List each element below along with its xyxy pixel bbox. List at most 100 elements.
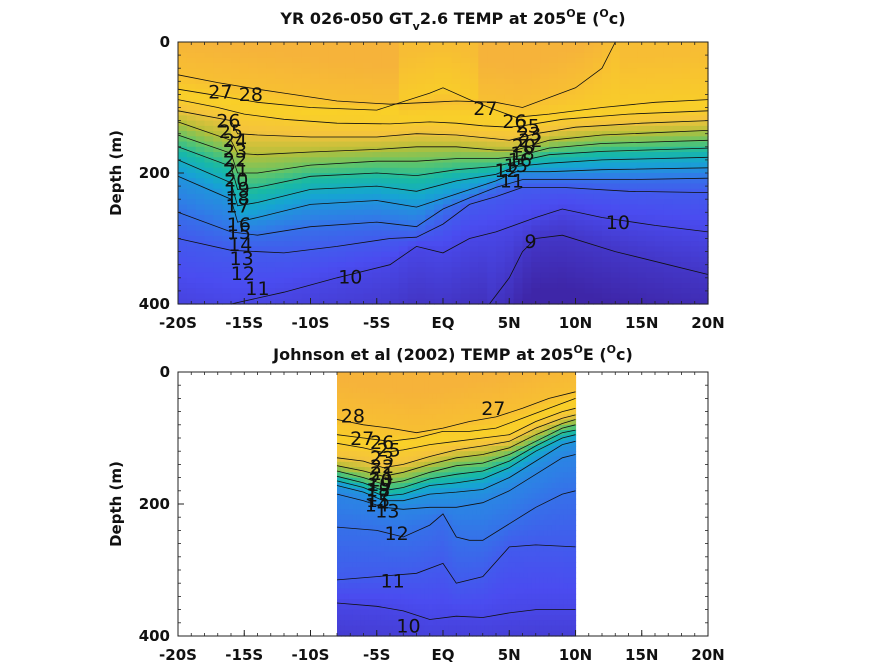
field-cell [178, 62, 188, 69]
field-cell [655, 167, 665, 174]
field-cell [425, 104, 435, 111]
field-cell [239, 183, 250, 190]
field-cell [363, 283, 373, 289]
field-cell [257, 220, 267, 226]
field-cell [319, 52, 329, 59]
field-cell [275, 199, 285, 206]
field-cell [444, 525, 449, 531]
field-cell [444, 424, 449, 431]
field-cell [646, 199, 656, 206]
field-cell [448, 477, 453, 484]
field-cell [699, 199, 709, 206]
field-cell [248, 272, 259, 279]
field-cell [372, 162, 382, 169]
field-cell [504, 272, 515, 279]
field-cell [448, 403, 453, 410]
field-cell [354, 83, 365, 90]
field-cell [400, 488, 406, 495]
field-cell [354, 256, 365, 263]
field-cell [540, 272, 550, 279]
field-cell [699, 78, 709, 85]
field-cell [388, 440, 394, 447]
field-cell [257, 262, 267, 268]
field-cell [464, 398, 469, 405]
field-cell [231, 89, 241, 95]
field-cell [452, 562, 457, 568]
field-cell [345, 83, 356, 90]
field-cell [460, 630, 465, 637]
field-cell [340, 498, 346, 505]
field-cell [372, 583, 378, 590]
field-cell [337, 540, 342, 547]
field-cell [672, 62, 683, 69]
field-cell [372, 272, 382, 279]
field-cell [348, 408, 354, 415]
field-cell [628, 42, 638, 48]
field-cell [231, 68, 241, 75]
field-cell [344, 377, 350, 384]
field-cell [452, 451, 457, 458]
field-cell [364, 604, 370, 611]
field-cell [436, 567, 441, 574]
field-cell [663, 173, 674, 179]
field-cell [428, 461, 434, 468]
field-cell [388, 493, 394, 500]
field-cell [504, 57, 515, 64]
field-cell [360, 562, 366, 568]
field-cell [584, 178, 594, 185]
field-cell [368, 393, 374, 399]
field-cell [337, 99, 347, 106]
field-cell [301, 52, 312, 59]
field-cell [448, 408, 453, 415]
field-cell [363, 157, 373, 164]
field-cell [408, 551, 414, 558]
field-cell [204, 256, 214, 263]
field-cell [646, 52, 656, 59]
field-cell [392, 377, 398, 384]
field-cell [619, 251, 630, 258]
field-cell [513, 99, 524, 106]
field-cell [432, 583, 437, 590]
field-cell [404, 546, 410, 553]
field-cell [178, 225, 188, 232]
field-cell [522, 262, 532, 268]
field-cell [420, 482, 426, 489]
field-cell [549, 241, 559, 247]
field-cell [400, 408, 406, 415]
field-cell [407, 94, 418, 101]
field-cell [372, 241, 382, 247]
field-cell [440, 562, 445, 568]
field-cell [646, 73, 656, 80]
field-cell [602, 204, 612, 211]
field-cell [452, 614, 457, 621]
field-cell [557, 89, 568, 95]
field-cell [448, 445, 453, 452]
field-cell [456, 456, 461, 463]
field-cell [557, 193, 568, 200]
field-cell [231, 178, 241, 185]
field-cell [448, 609, 453, 616]
field-cell [348, 604, 354, 611]
field-cell [396, 504, 402, 510]
field-cell [690, 83, 700, 90]
field-cell [381, 230, 391, 237]
field-cell [319, 57, 329, 64]
field-cell [655, 178, 665, 185]
field-cell [496, 188, 506, 195]
field-cell [404, 398, 410, 405]
field-cell [284, 136, 294, 143]
field-cell [301, 141, 312, 148]
field-cell [593, 125, 603, 132]
field-cell [408, 398, 414, 405]
field-cell [257, 272, 267, 279]
field-cell [549, 110, 559, 116]
field-cell [178, 214, 188, 221]
field-cell [663, 209, 674, 216]
field-cell [428, 477, 434, 484]
field-cell [204, 178, 214, 185]
field-cell [444, 498, 449, 505]
y-tick-label: 200 [139, 164, 170, 182]
field-cell [319, 136, 329, 143]
field-cell [354, 104, 365, 111]
field-cell [372, 472, 378, 479]
